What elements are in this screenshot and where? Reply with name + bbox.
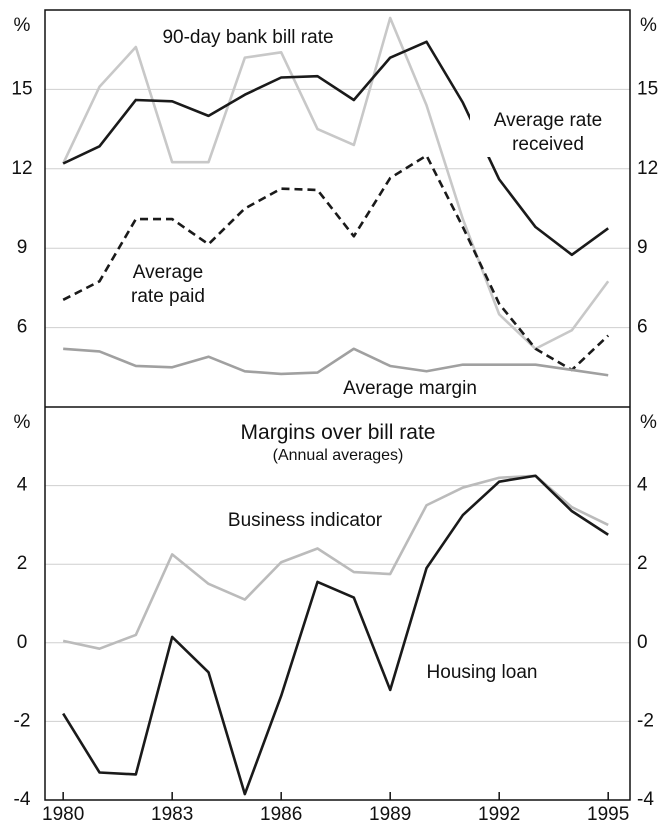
x-tick-label: 1992 [478, 804, 520, 825]
x-tick-label: 1983 [151, 804, 193, 825]
series-label: Housing loan [423, 661, 541, 685]
unit-label-right: % [640, 412, 657, 433]
y-tick-label-right: 2 [637, 553, 648, 574]
unit-label-right: % [640, 15, 657, 36]
y-tick-label-right: 9 [637, 237, 648, 258]
series-label: Business indicator [224, 509, 386, 533]
series-label: Average rate paid [115, 261, 221, 309]
x-tick-label: 1986 [260, 804, 302, 825]
x-tick-label: 1980 [42, 804, 84, 825]
y-tick-label-right: -2 [637, 710, 654, 731]
y-tick-label: -2 [14, 710, 31, 731]
series-line [63, 347, 609, 377]
series-label: Average rate received [470, 109, 626, 157]
unit-label: % [14, 15, 31, 36]
y-tick-label-right: 15 [637, 78, 658, 99]
series-line [62, 40, 609, 257]
y-tick-label: 9 [17, 237, 28, 258]
series-line [62, 474, 609, 796]
frame [44, 9, 631, 801]
y-tick-label: 15 [11, 78, 32, 99]
unit-label: % [14, 412, 31, 433]
y-tick-label-right: -4 [637, 789, 654, 810]
y-tick-label: 2 [17, 553, 28, 574]
y-tick-label: -4 [14, 789, 31, 810]
x-tick-label: 1989 [369, 804, 411, 825]
y-tick-label-right: 6 [637, 317, 648, 338]
y-tick-label: 0 [17, 632, 28, 653]
chart-subtitle: (Annual averages) [272, 447, 404, 464]
chart-title: Margins over bill rate [240, 421, 436, 444]
series-label: 90-day bank bill rate [159, 26, 337, 50]
y-tick-label-right: 4 [637, 475, 648, 496]
series-line [61, 16, 610, 351]
y-tick-label: 12 [11, 158, 32, 179]
y-tick-label-right: 0 [637, 632, 648, 653]
series-label: Average margin [340, 377, 480, 401]
x-tick-label: 1995 [587, 804, 629, 825]
series-line [62, 154, 610, 372]
y-tick-label: 6 [17, 317, 28, 338]
series-line [62, 474, 609, 650]
y-tick-label-right: 12 [637, 158, 658, 179]
y-tick-label: 4 [17, 475, 28, 496]
